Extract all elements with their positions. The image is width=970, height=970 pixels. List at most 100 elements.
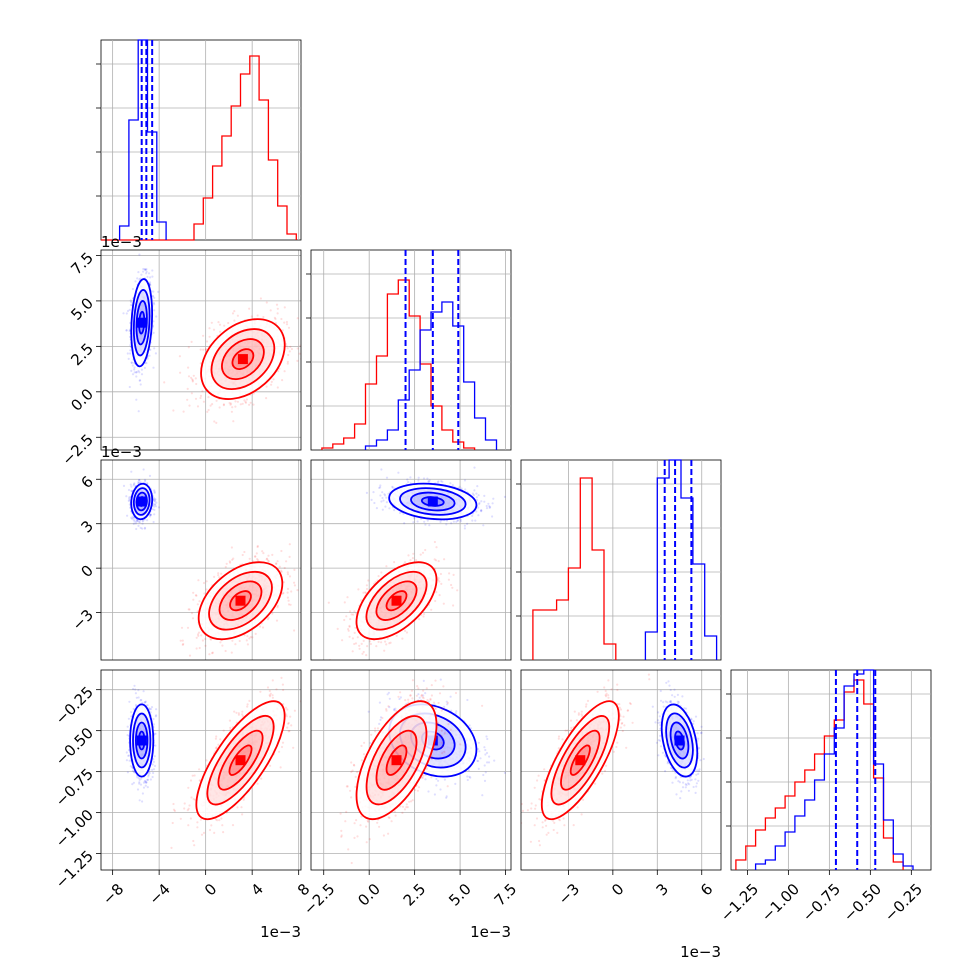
- scatter-point: [135, 527, 138, 531]
- scatter-point: [271, 612, 274, 615]
- panel-background: [101, 670, 301, 870]
- scatter-point: [283, 566, 286, 570]
- scatter-point: [227, 321, 230, 325]
- scatter-point: [129, 349, 132, 352]
- scatter-point: [163, 381, 166, 384]
- scatter-point: [268, 689, 271, 693]
- scatter-point: [190, 612, 194, 615]
- scatter-point: [196, 603, 199, 606]
- scatter-point: [151, 775, 154, 779]
- scatter-point: [143, 527, 146, 530]
- scatter-point: [182, 410, 185, 413]
- scatter-point: [304, 345, 306, 347]
- scatter-point: [146, 778, 149, 781]
- scatter-point: [130, 361, 133, 364]
- scatter-point: [190, 796, 193, 799]
- scatter-point: [208, 653, 211, 656]
- histogram-frame-0: [100, 39, 302, 241]
- scatter-point: [270, 383, 273, 386]
- scatter-point: [146, 786, 149, 789]
- scatter-point: [277, 370, 280, 373]
- scatter-point: [251, 636, 254, 639]
- scatter-point: [198, 646, 201, 650]
- scatter-point: [260, 777, 263, 780]
- scatter-point: [187, 608, 190, 611]
- scatter-point: [141, 792, 144, 795]
- scatter-point: [138, 778, 141, 782]
- scatter-point: [191, 774, 194, 777]
- scatter-point: [142, 468, 145, 471]
- scatter-point: [280, 317, 283, 321]
- scatter-point: [141, 800, 144, 803]
- scatter-point: [269, 692, 272, 695]
- scatter-point: [180, 626, 184, 629]
- scatter-point: [285, 323, 289, 326]
- scatter-point: [126, 309, 130, 313]
- scatter-point: [136, 519, 139, 522]
- scatter-point: [208, 327, 211, 330]
- scatter-point: [132, 522, 135, 526]
- scatter-point: [181, 643, 184, 647]
- scatter-point: [239, 403, 242, 406]
- scatter-point: [149, 513, 152, 516]
- scatter-point: [153, 503, 156, 506]
- scatter-point: [130, 485, 133, 488]
- scatter-point: [285, 320, 288, 324]
- scatter-point: [219, 330, 222, 333]
- scatter-point: [152, 771, 155, 775]
- scatter-point: [296, 589, 299, 592]
- scatter-point: [254, 632, 257, 636]
- scatter-point: [293, 629, 296, 632]
- scatter-point: [230, 651, 233, 654]
- scatter-point: [145, 781, 148, 784]
- scatter-point: [139, 699, 142, 702]
- scatter-point: [289, 603, 292, 606]
- scatter-point: [152, 320, 155, 323]
- scatter-point: [244, 400, 247, 403]
- scatter-point: [254, 555, 257, 558]
- scatter-point: [218, 576, 221, 579]
- scatter-panel-0-3: [100, 669, 302, 871]
- scatter-point: [221, 644, 224, 647]
- scatter-point: [130, 300, 133, 304]
- scatter-point: [204, 348, 207, 351]
- scatter-point: [266, 618, 269, 621]
- scatter-point: [194, 397, 198, 400]
- scatter-point: [217, 321, 220, 324]
- scatter-point: [205, 759, 208, 762]
- scatter-point: [144, 268, 147, 271]
- scatter-point: [286, 573, 290, 576]
- scatter-point: [152, 301, 155, 304]
- scatter-point: [275, 562, 278, 565]
- scatter-point: [249, 635, 252, 639]
- scatter-point: [151, 275, 154, 278]
- scatter-point: [138, 479, 141, 482]
- scatter-point: [186, 626, 190, 629]
- scatter-point: [125, 495, 128, 498]
- scatter-point: [245, 398, 248, 401]
- scatter-point: [211, 651, 214, 654]
- scatter-point: [153, 499, 156, 503]
- scatter-point: [125, 312, 128, 315]
- panel-content: [125, 670, 301, 850]
- scatter-point: [195, 382, 198, 386]
- scatter-point: [235, 711, 238, 714]
- scatter-point: [187, 346, 190, 349]
- scatter-point: [140, 368, 143, 371]
- scatter-point: [135, 371, 138, 374]
- scatter-point: [153, 489, 156, 492]
- scatter-point: [248, 403, 251, 406]
- scatter-point: [193, 774, 196, 777]
- scatter-point: [129, 711, 133, 714]
- scatter-point: [153, 347, 156, 350]
- scatter-point: [139, 277, 142, 280]
- scatter-point: [143, 478, 147, 481]
- scatter-point: [137, 520, 141, 523]
- scatter-point: [232, 557, 235, 560]
- scatter-point: [151, 768, 154, 772]
- scatter-point: [139, 379, 142, 382]
- scatter-point: [306, 602, 308, 604]
- scatter-point: [228, 560, 231, 563]
- scatter-point: [208, 335, 211, 338]
- scatter-point: [246, 643, 249, 646]
